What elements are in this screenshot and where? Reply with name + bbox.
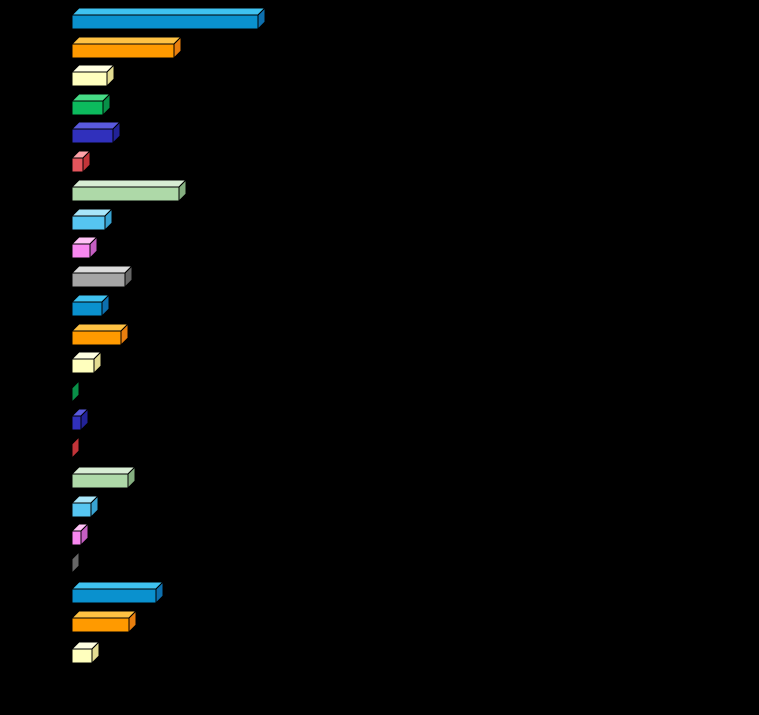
bar-front-face xyxy=(71,358,95,374)
bar-row-22-orange xyxy=(70,609,138,634)
bar-top-face xyxy=(70,121,122,130)
bar-row-5-navy xyxy=(70,120,122,145)
bar-top-face xyxy=(70,179,188,188)
bar-top-face xyxy=(70,36,183,45)
bar-row-2-orange xyxy=(70,35,183,60)
bar-row-23-paleyellow xyxy=(70,640,101,665)
bar-row-6-red xyxy=(70,149,92,174)
bar-row-1-blue xyxy=(70,6,267,31)
bar-front-face xyxy=(71,186,180,202)
bar-row-13-paleyellow xyxy=(70,350,103,375)
bar-front-face xyxy=(71,648,93,664)
bar-top-face xyxy=(70,265,134,274)
bar-front-face xyxy=(71,617,130,633)
bar-row-20-gray xyxy=(71,550,80,575)
bar-front-face xyxy=(71,100,104,116)
bar-row-8-skyblue xyxy=(70,207,114,232)
bar-row-19-pink xyxy=(70,522,90,547)
bar-top-face xyxy=(70,581,165,590)
bars-layer xyxy=(70,6,267,665)
bar-side-face xyxy=(71,550,80,575)
bar-row-11-blue xyxy=(70,293,111,318)
bar-row-9-pink xyxy=(70,235,99,260)
bar-top-face xyxy=(70,466,137,475)
bar-front-face xyxy=(71,128,114,144)
bar-top-face xyxy=(70,7,267,16)
bar-row-21-blue xyxy=(70,580,165,605)
bar-front-face xyxy=(71,157,84,173)
bar-side-face xyxy=(71,379,80,404)
bar-front-face xyxy=(71,243,91,259)
bar-front-face xyxy=(71,272,126,288)
bar-front-face xyxy=(71,415,82,431)
bar-front-face xyxy=(71,502,92,518)
bar-row-14-green xyxy=(71,379,80,404)
bar-front-face xyxy=(71,215,106,231)
bar-row-16-red xyxy=(71,435,80,460)
bar-front-face xyxy=(71,301,103,317)
bar-row-7-palegreen xyxy=(70,178,188,203)
bar-row-4-green xyxy=(70,92,112,117)
bar-front-face xyxy=(71,71,108,87)
bar-row-3-paleyellow xyxy=(70,63,116,88)
bar-row-17-palegreen xyxy=(70,465,137,490)
bar-row-12-orange xyxy=(70,322,130,347)
bar-front-face xyxy=(71,14,259,30)
bar-front-face xyxy=(71,530,82,546)
bar-front-face xyxy=(71,588,157,604)
bar-front-face xyxy=(71,43,175,59)
bar-row-15-navy xyxy=(70,407,90,432)
bar-side-face xyxy=(71,435,80,460)
bar-front-face xyxy=(71,330,122,346)
bar-front-face xyxy=(71,473,129,489)
bar-row-18-skyblue xyxy=(70,494,100,519)
bar-top-face xyxy=(70,323,130,332)
bar-row-10-gray xyxy=(70,264,134,289)
bar-top-face xyxy=(70,610,138,619)
